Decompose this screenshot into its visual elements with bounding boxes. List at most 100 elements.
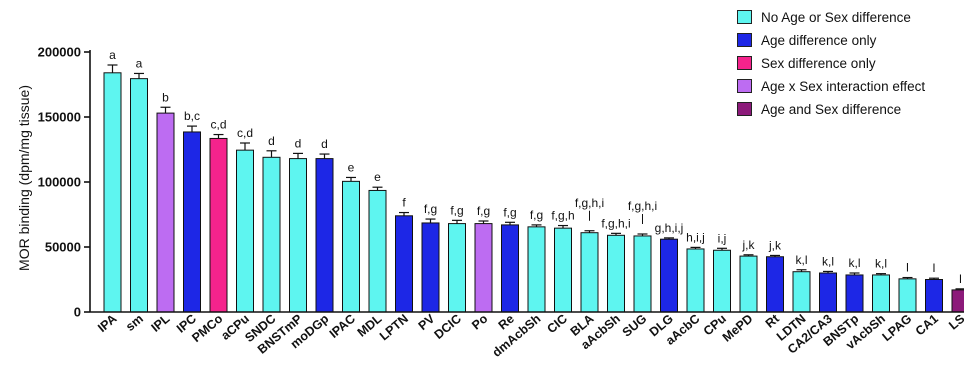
bar: [845, 274, 864, 313]
y-tick-label: 150000: [38, 110, 81, 125]
bar: [501, 224, 519, 313]
x-tick-label: DCIC: [432, 312, 464, 342]
bar: [342, 180, 360, 313]
bar: [554, 227, 572, 313]
bar: [580, 232, 599, 313]
bar: [130, 78, 148, 313]
x-tick-label: CA1: [913, 312, 941, 339]
x-tick-label: MePD: [720, 312, 756, 345]
significance-label: g,h,i,j: [655, 221, 684, 235]
bar: [527, 226, 546, 313]
legend-swatch-interaction: [737, 79, 752, 93]
y-axis-title: MOR binding (dpm/mg tissue): [16, 85, 32, 271]
significance-label: k,l: [822, 254, 834, 268]
bar: [368, 189, 387, 313]
significance-label: f,g,h,i: [575, 196, 604, 210]
y-axis: 0 50000 100000 150000 200000: [38, 45, 91, 320]
significance-label: l: [933, 261, 936, 275]
bar: [898, 278, 917, 313]
significance-label: k,l: [796, 253, 808, 267]
legend-item-interaction: Age x Sex interaction effect: [737, 76, 925, 96]
bar: [872, 274, 890, 313]
significance-label: d: [268, 134, 275, 148]
legend-label: No Age or Sex difference: [761, 9, 911, 25]
significance-label: f,g: [530, 208, 543, 222]
legend-swatch-none: [737, 10, 752, 24]
y-tick-label: 50000: [45, 240, 81, 255]
x-tick-label: IPL: [149, 311, 173, 334]
significance-label: f,g,h,i: [628, 199, 657, 213]
bar: [421, 222, 440, 313]
x-tick-label: PMCo: [189, 311, 225, 345]
bar: [289, 158, 307, 313]
x-tick-label: LPTN: [377, 312, 411, 344]
significance-label: e: [374, 170, 381, 184]
significance-label: c,d: [210, 118, 226, 132]
significance-label: f,g,h,i: [601, 216, 630, 230]
significance-label: l: [959, 272, 962, 286]
bar: [448, 223, 466, 313]
bar: [925, 279, 943, 313]
x-tick-label: LPAG: [880, 312, 915, 344]
significance-label: f,g: [450, 203, 463, 217]
significance-label: f,g: [503, 205, 516, 219]
legend-item-both: Age and Sex difference: [737, 99, 925, 119]
bar: [262, 156, 281, 313]
legend-item-none: No Age or Sex difference: [737, 7, 925, 27]
legend-label: Age and Sex difference: [761, 101, 902, 117]
legend-item-sex: Sex difference only: [737, 53, 925, 73]
x-tick-label: IPAC: [327, 312, 358, 341]
bars: [103, 72, 964, 313]
x-tick-label: IPA: [95, 312, 119, 336]
x-tick-label: CIC: [544, 312, 569, 337]
x-tick-label: LS: [946, 312, 964, 333]
bar: [607, 234, 625, 313]
significance-label: d: [295, 136, 302, 150]
significance-label: i,j: [718, 231, 727, 245]
legend-swatch-both: [737, 102, 752, 116]
bar: [951, 289, 964, 313]
bar: [660, 238, 678, 313]
bar: [686, 248, 705, 313]
significance-label: f,g,h: [551, 209, 574, 223]
bar: [315, 158, 334, 313]
legend-swatch-sex: [737, 56, 752, 70]
bar: [713, 249, 731, 313]
y-tick-label: 200000: [38, 45, 81, 60]
significance-label: a: [136, 56, 143, 70]
significance-label: j,k: [742, 238, 756, 252]
significance-label: b,c: [184, 109, 200, 123]
bar: [103, 72, 122, 313]
bar: [236, 149, 254, 313]
y-tick-label: 100000: [38, 175, 81, 190]
legend-label: Age difference only: [761, 32, 877, 48]
significance-label: f: [402, 196, 406, 210]
significance-label: f,g: [477, 204, 490, 218]
bar: [156, 112, 175, 313]
bar: [819, 272, 837, 313]
significance-label: k,l: [849, 256, 861, 270]
significance-label: j,k: [768, 238, 782, 252]
significance-label: h,i,j: [686, 230, 705, 244]
significance-label: e: [348, 160, 355, 174]
legend-label: Sex difference only: [761, 55, 876, 71]
legend-swatch-age: [737, 33, 752, 47]
legend-label: Age x Sex interaction effect: [761, 78, 926, 94]
significance-label: b: [162, 90, 169, 104]
significance-label: c,d: [237, 126, 253, 140]
x-axis-labels: IPA sm IPL IPCPMCoaCPuSNDCBNSTmPmoDGpIPACMD…: [90, 311, 964, 360]
legend-item-age: Age difference only: [737, 30, 925, 50]
x-tick-label: SUG: [620, 312, 650, 340]
bar: [395, 215, 413, 313]
bar: [766, 256, 784, 313]
bar: [474, 223, 493, 313]
bar: [792, 271, 811, 313]
bar: [209, 137, 228, 313]
bar: [739, 255, 758, 313]
bar: [183, 131, 201, 313]
significance-label: l: [906, 261, 909, 275]
significance-label: d: [321, 137, 328, 151]
significance-label: k,l: [875, 257, 887, 271]
